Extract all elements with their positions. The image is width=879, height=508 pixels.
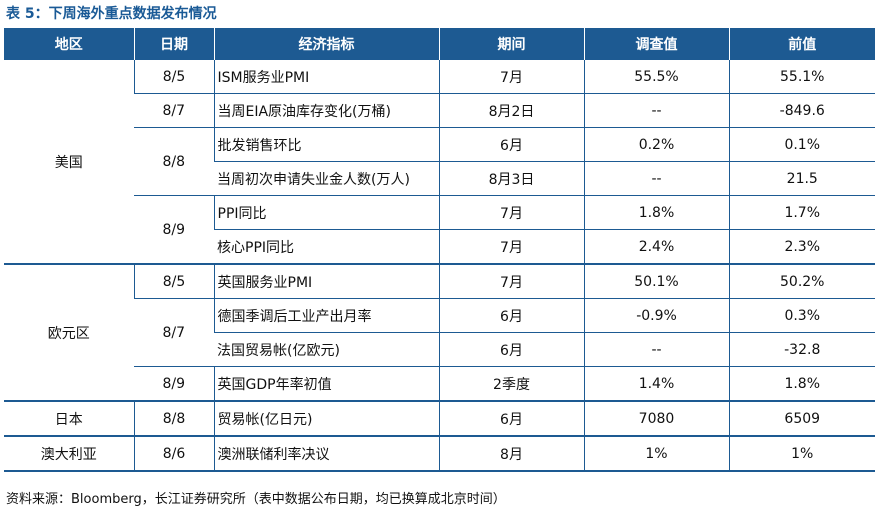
prior-cell: 1.7% xyxy=(728,195,875,230)
date-cell: 8/5 xyxy=(133,60,214,94)
indicator-cell: ISM服务业PMI xyxy=(213,60,439,94)
period-cell: 7月 xyxy=(438,60,584,94)
table-row: 8/7 当周EIA原油库存变化(万桶) 8月2日 -- -849.6 xyxy=(4,93,875,128)
date-cell: 8/7 xyxy=(134,93,214,128)
prior-cell: 1.8% xyxy=(728,366,875,402)
header-period: 期间 xyxy=(438,28,585,60)
indicator-cell: 核心PPI同比 xyxy=(214,229,439,265)
prior-cell: 6509 xyxy=(728,401,875,437)
header-date: 日期 xyxy=(133,28,215,60)
survey-cell: 55.5% xyxy=(583,60,729,94)
prior-cell: 50.2% xyxy=(728,264,875,299)
indicator-cell: 当周EIA原油库存变化(万桶) xyxy=(213,93,439,128)
survey-cell: 1% xyxy=(583,436,729,472)
indicator-cell: 英国GDP年率初值 xyxy=(213,366,439,402)
table-row: 8/7 德国季调后工业产出月率 6月 -0.9% 0.3% xyxy=(4,298,875,367)
region-us: 美国 xyxy=(4,60,134,265)
survey-cell: 1.8% xyxy=(583,195,729,230)
header-survey: 调查值 xyxy=(583,28,730,60)
indicator-cell: PPI同比 xyxy=(213,195,439,230)
table-row: 8/8 批发销售环比 6月 0.2% 0.1% xyxy=(4,127,875,196)
date-cell: 8/7 xyxy=(134,298,214,367)
date-cell: 8/8 xyxy=(134,127,214,196)
date-cell: 8/8 xyxy=(133,401,214,437)
survey-cell: -- xyxy=(583,332,729,367)
table-row: 核心PPI同比 7月 2.4% 2.3% xyxy=(4,229,875,265)
table-row: 8/9 英国GDP年率初值 2季度 1.4% 1.8% xyxy=(4,366,875,402)
prior-cell: -32.8 xyxy=(728,332,875,367)
header-indicator: 经济指标 xyxy=(213,28,440,60)
period-cell: 8月 xyxy=(438,436,584,472)
region-eu: 欧元区 xyxy=(4,264,134,402)
survey-cell: -0.9% xyxy=(583,298,729,333)
header-prior: 前值 xyxy=(728,28,875,60)
prior-cell: -849.6 xyxy=(728,93,875,128)
indicator-cell: 法国贸易帐(亿欧元) xyxy=(214,332,439,367)
period-cell: 8月2日 xyxy=(438,93,584,128)
period-cell: 2季度 xyxy=(438,366,584,402)
period-cell: 8月3日 xyxy=(438,161,584,196)
prior-cell: 2.3% xyxy=(728,229,875,265)
survey-cell: 1.4% xyxy=(583,366,729,402)
table-row: 澳大利亚 8/6 澳洲联储利率决议 8月 1% 1% xyxy=(4,436,875,472)
table-row: 日本 8/8 贸易帐(亿日元) 6月 7080 6509 xyxy=(4,401,875,437)
period-cell: 6月 xyxy=(438,298,584,333)
period-cell: 6月 xyxy=(438,401,584,437)
prior-cell: 1% xyxy=(728,436,875,472)
data-release-table: 地区 日期 经济指标 期间 调查值 前值 美国 8/5 ISM服务业PMI 7月… xyxy=(4,28,875,472)
survey-cell: 0.2% xyxy=(583,127,729,162)
table-header-row: 地区 日期 经济指标 期间 调查值 前值 xyxy=(4,28,875,60)
survey-cell: -- xyxy=(583,93,729,128)
period-cell: 7月 xyxy=(438,195,584,230)
indicator-cell: 批发销售环比 xyxy=(213,127,439,162)
indicator-cell: 德国季调后工业产出月率 xyxy=(213,298,439,333)
date-cell: 8/9 xyxy=(134,195,214,265)
date-cell: 8/5 xyxy=(133,264,214,299)
table-row: 8/9 PPI同比 7月 1.8% 1.7% xyxy=(4,195,875,265)
prior-cell: 21.5 xyxy=(728,161,875,196)
table-row: 美国 8/5 ISM服务业PMI 7月 55.5% 55.1% xyxy=(4,60,875,265)
date-cell: 8/6 xyxy=(133,436,214,472)
prior-cell: 0.3% xyxy=(728,298,875,333)
period-cell: 6月 xyxy=(438,127,584,162)
survey-cell: 2.4% xyxy=(583,229,729,265)
indicator-cell: 英国服务业PMI xyxy=(213,264,439,299)
date-cell: 8/9 xyxy=(134,366,214,402)
table-caption: 表 5：下周海外重点数据发布情况 xyxy=(6,6,217,22)
table-row: 当周初次申请失业金人数(万人) 8月3日 -- 21.5 xyxy=(4,161,875,196)
indicator-cell: 贸易帐(亿日元) xyxy=(213,401,439,437)
table-row: 欧元区 8/5 英国服务业PMI 7月 50.1% 50.2% xyxy=(4,264,875,402)
period-cell: 6月 xyxy=(438,332,584,367)
prior-cell: 0.1% xyxy=(728,127,875,162)
survey-cell: 7080 xyxy=(583,401,729,437)
indicator-cell: 当周初次申请失业金人数(万人) xyxy=(214,161,439,196)
region-au: 澳大利亚 xyxy=(4,436,134,472)
source-note: 资料来源：Bloomberg，长江证券研究所（表中数据公布日期，均已换算成北京时… xyxy=(6,492,506,507)
prior-cell: 55.1% xyxy=(728,60,875,94)
indicator-cell: 澳洲联储利率决议 xyxy=(213,436,439,472)
header-region: 地区 xyxy=(4,28,135,60)
period-cell: 7月 xyxy=(438,264,584,299)
survey-cell: 50.1% xyxy=(583,264,729,299)
region-jp: 日本 xyxy=(4,401,134,437)
table-row: 法国贸易帐(亿欧元) 6月 -- -32.8 xyxy=(4,332,875,367)
period-cell: 7月 xyxy=(438,229,584,265)
survey-cell: -- xyxy=(583,161,729,196)
